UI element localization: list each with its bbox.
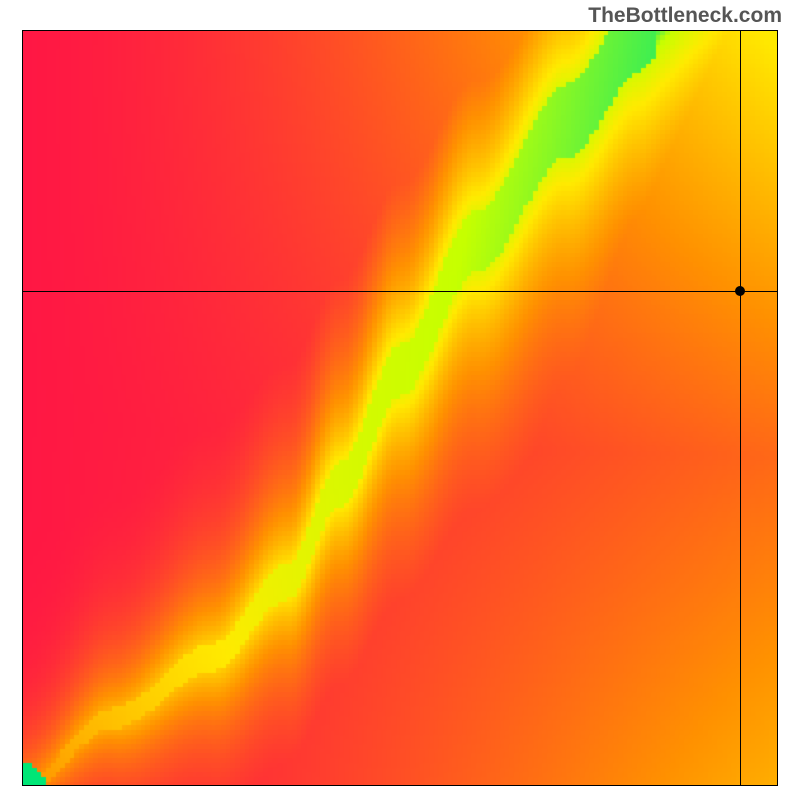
heatmap-chart [22,30,778,786]
watermark-text: TheBottleneck.com [588,4,782,28]
heatmap-canvas [22,30,778,786]
crosshair-vertical [740,30,741,786]
crosshair-marker [735,286,745,296]
crosshair-horizontal [22,291,778,292]
